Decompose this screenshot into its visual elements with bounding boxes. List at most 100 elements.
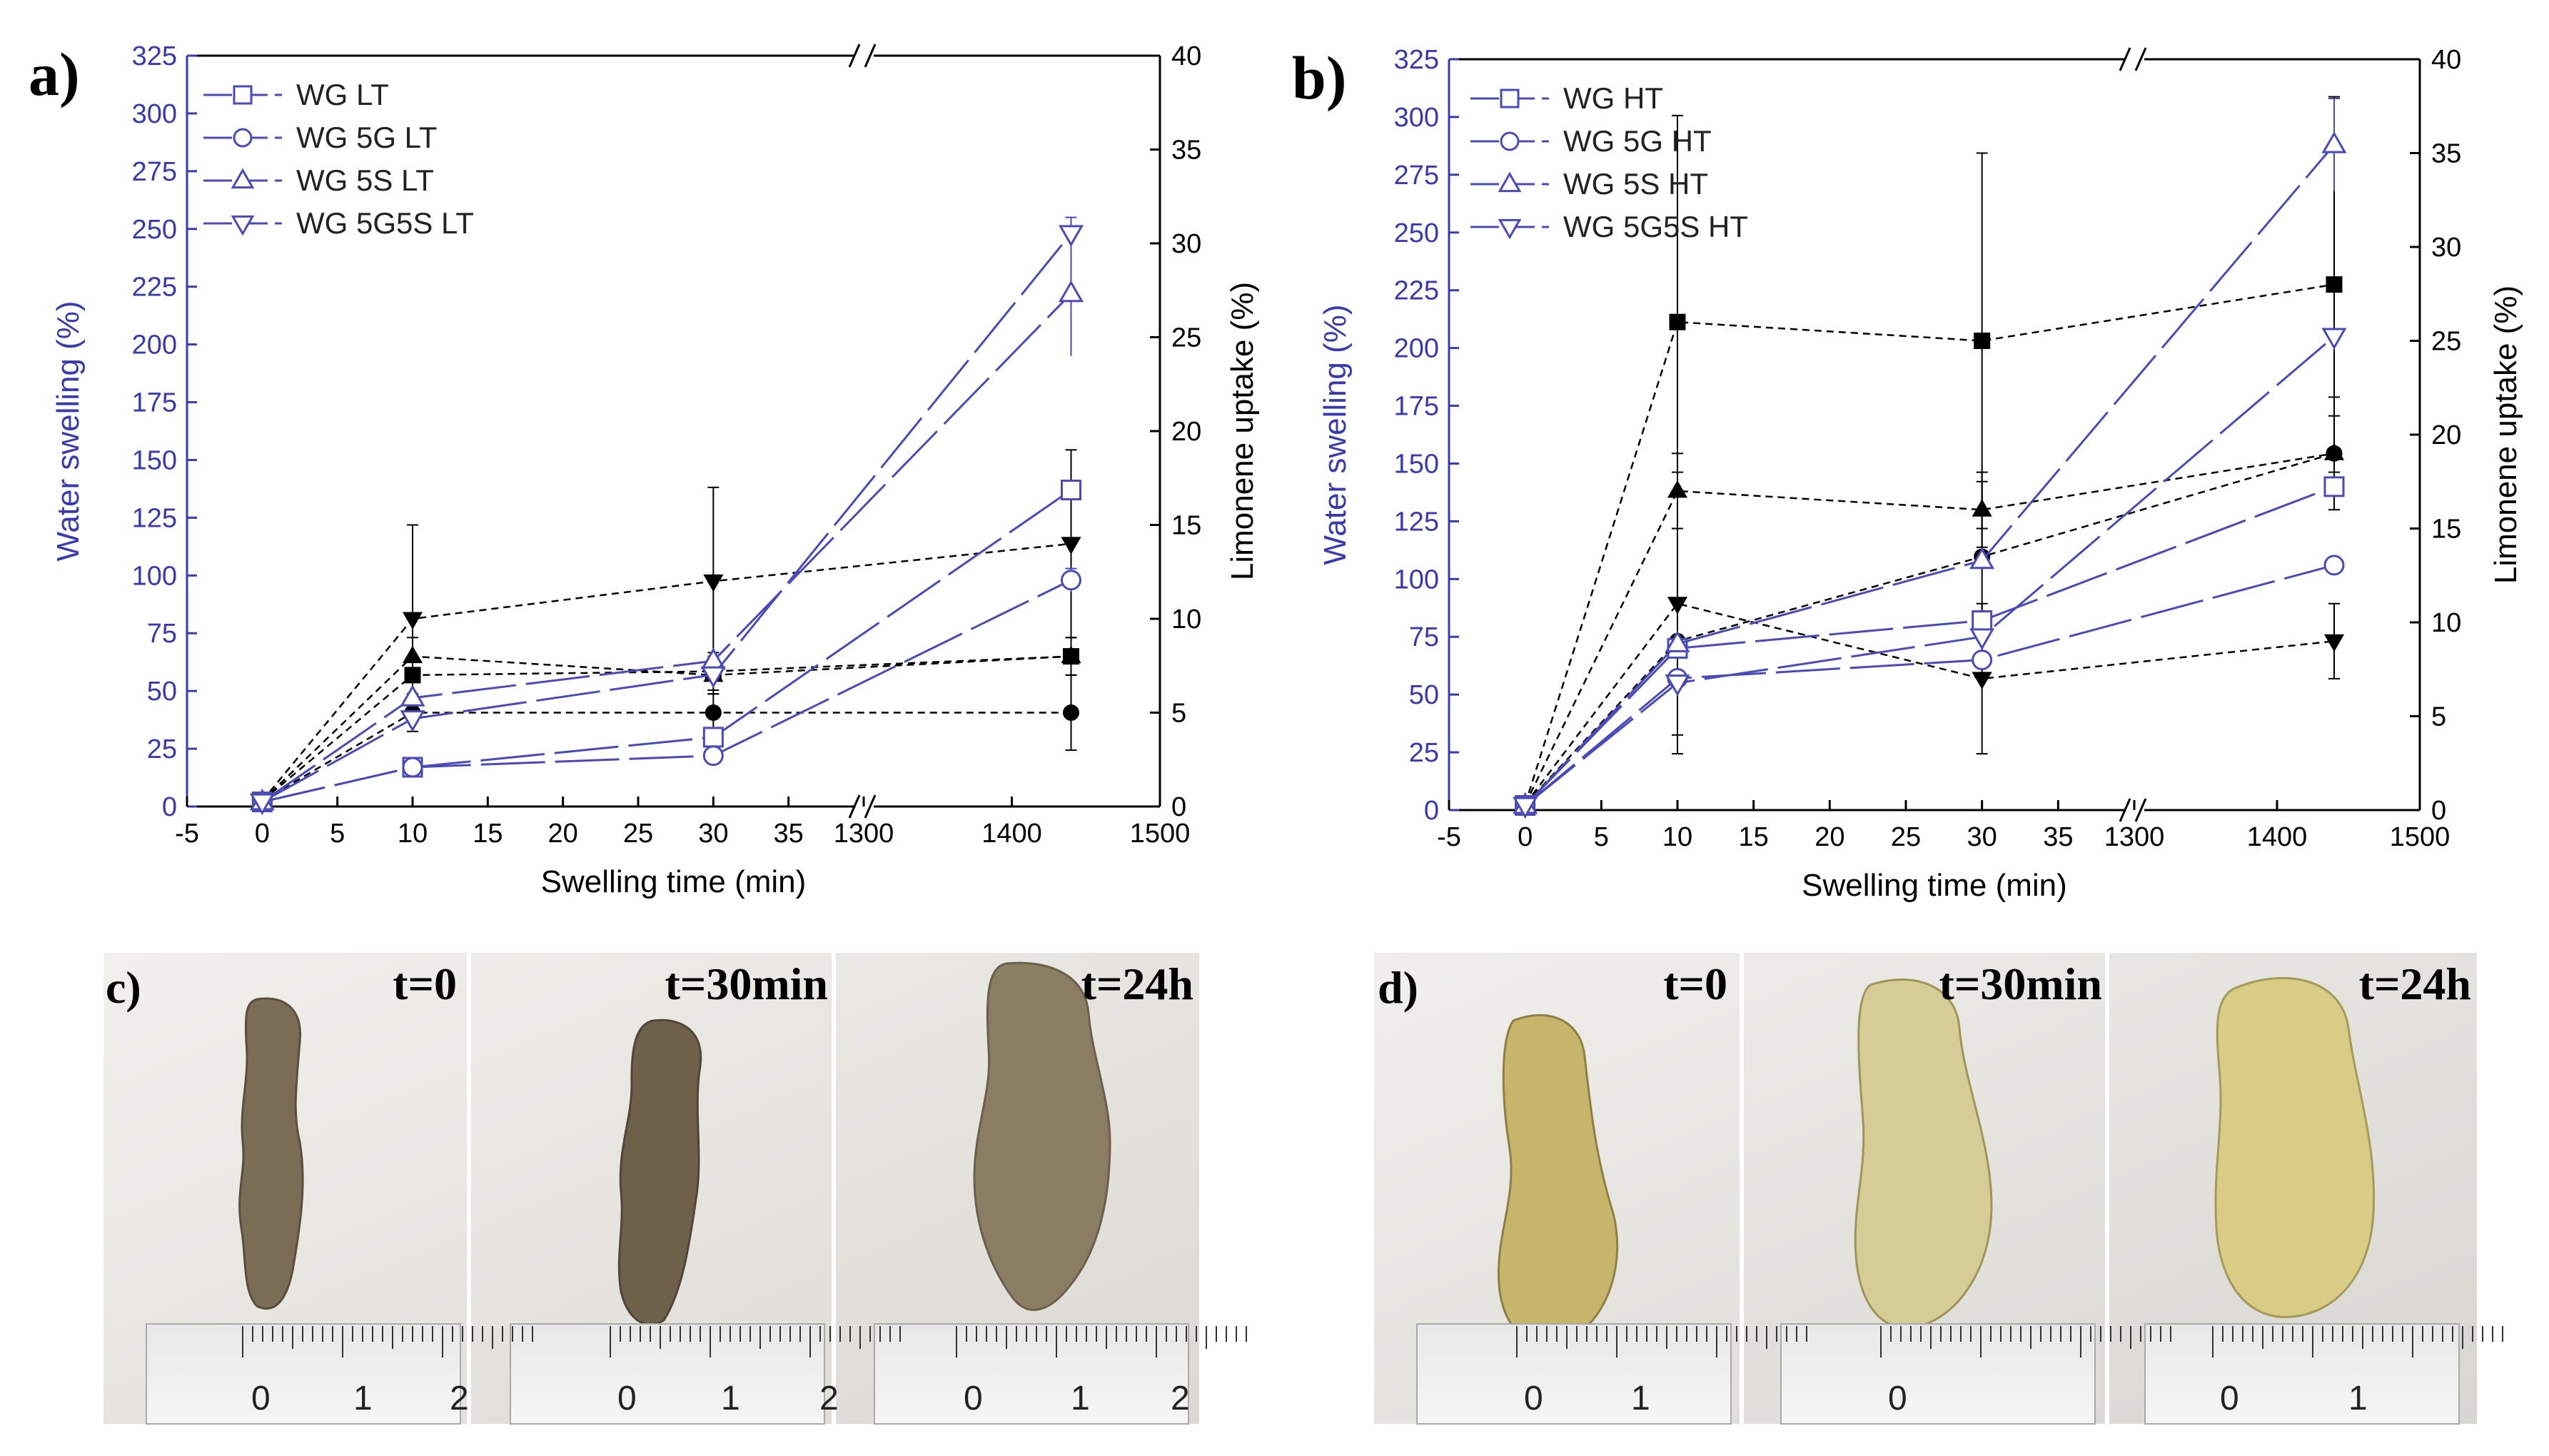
y-tick-label-left: 25 <box>1409 738 1439 768</box>
y-tick-label-right: 10 <box>1171 605 1201 635</box>
x-tick-label: 1300 <box>2104 822 2165 852</box>
data-point-triangle-down <box>1969 628 1995 650</box>
axis-break-mark <box>2119 798 2131 822</box>
y-tick-label-left: 300 <box>1394 103 1439 133</box>
x-tick-label: 35 <box>774 819 804 849</box>
ruler-body <box>874 1323 1189 1425</box>
data-point-circle <box>702 745 724 767</box>
y-axis-title-left: Water swelling (%) <box>51 300 86 561</box>
panel-label-d: d) <box>1378 962 1418 1013</box>
y-tick-label-left: 0 <box>162 792 177 822</box>
legend-label: WG 5G LT <box>296 121 438 154</box>
ruler-ticks <box>242 1326 1247 1358</box>
ruler-number: 0 <box>1524 1380 1543 1417</box>
data-point-square <box>1974 333 1991 349</box>
data-point-triangle-down <box>231 215 255 236</box>
data-point-circle <box>705 704 722 721</box>
x-tick-label: 20 <box>1814 822 1844 852</box>
y-tick-label-right: 35 <box>1171 136 1201 166</box>
ruler-number: 0 <box>2220 1380 2239 1417</box>
uptake-series-line <box>261 655 1071 802</box>
y-tick-label-left: 250 <box>132 215 177 245</box>
y-tick-label-left: 100 <box>132 561 177 591</box>
y-tick-label-left: 75 <box>147 619 177 649</box>
data-point-triangle-down <box>1665 674 1690 697</box>
y-tick-label-left: 75 <box>1409 622 1439 652</box>
swelling-series-line <box>1524 143 2336 807</box>
ruler <box>146 1323 1247 1425</box>
data-point-square <box>2326 276 2343 293</box>
y-tick-label-right: 15 <box>2431 515 2461 545</box>
y-tick-label-left: 175 <box>1394 392 1439 422</box>
x-tick-label: 15 <box>1739 822 1769 852</box>
data-point-triangle-up <box>1058 280 1084 303</box>
y-tick-label-left: 225 <box>132 273 177 303</box>
y-tick-label-right: 40 <box>2431 45 2461 75</box>
data-point-square <box>233 85 253 105</box>
swelling-series-line <box>261 579 1072 803</box>
ruler-number: 1 <box>721 1380 740 1417</box>
data-point-square <box>702 727 724 748</box>
data-point-circle <box>1061 570 1081 591</box>
y-tick-label-left: 175 <box>132 388 177 418</box>
x-tick-label: 20 <box>548 819 578 849</box>
data-point-triangle-down <box>400 710 425 732</box>
ruler <box>1416 1323 2503 1425</box>
swelling-series-line <box>1524 485 2335 807</box>
swelling-series-line <box>261 489 1072 803</box>
uptake-series-line <box>1524 602 2335 805</box>
data-point-square <box>1972 610 1993 632</box>
axis-break-mark <box>2119 47 2131 71</box>
data-point-triangle-down <box>700 666 726 689</box>
data-point-circle <box>1063 704 1079 721</box>
legend-label: WG 5S LT <box>296 163 434 197</box>
data-point-square <box>1500 89 1520 108</box>
y-tick-label-left: 0 <box>1424 796 1439 826</box>
data-point-triangle-down <box>1498 218 1522 240</box>
y-tick-label-left: 250 <box>1394 218 1439 248</box>
x-tick-label: 1300 <box>834 819 894 849</box>
data-point-triangle-up <box>1498 171 1522 193</box>
sample-specimen <box>238 997 304 1310</box>
y-tick-label-right: 10 <box>2431 608 2461 638</box>
ruler-ticks <box>1516 1326 2503 1358</box>
sample-specimen <box>973 961 1111 1311</box>
x-tick-label: 1400 <box>2247 822 2308 852</box>
swelling-series-line <box>1524 335 2335 807</box>
data-point-square <box>1061 480 1081 501</box>
data-point-triangle-down <box>1972 672 1992 689</box>
x-tick-label: 30 <box>1967 822 1997 852</box>
time-label: t=30min <box>1939 959 2102 1009</box>
x-tick-label: 5 <box>1594 822 1609 852</box>
data-point-circle <box>233 128 253 148</box>
ruler-body <box>510 1323 825 1425</box>
y-tick-label-right: 0 <box>2431 796 2446 826</box>
ruler-body <box>1416 1323 1732 1425</box>
x-tick-label: -5 <box>175 819 199 849</box>
data-point-triangle-up <box>1061 645 1081 664</box>
y-tick-label-right: 30 <box>1171 229 1201 259</box>
x-axis-title: Swelling time (min) <box>1802 868 2067 903</box>
data-point-triangle-up <box>400 684 425 707</box>
time-label: t=30min <box>665 959 828 1009</box>
data-point-triangle-up <box>2321 131 2347 153</box>
y-tick-label-right: 25 <box>1171 323 1201 353</box>
data-point-triangle-down <box>402 612 423 630</box>
panel-label: a) <box>29 40 80 108</box>
data-point-square <box>1669 313 1686 330</box>
legend-label: WG 5S HT <box>1563 167 1708 201</box>
data-point-triangle-down <box>1061 537 1081 555</box>
x-tick-label: 15 <box>473 819 503 849</box>
y-tick-label-left: 125 <box>132 503 177 533</box>
ruler-number: 1 <box>1071 1380 1090 1417</box>
axis-break-mark <box>848 794 861 819</box>
y-tick-label-right: 40 <box>1171 41 1201 71</box>
y-tick-label-right: 15 <box>1171 511 1201 541</box>
y-axis-title-right: Limonene uptake (%) <box>1225 282 1260 580</box>
x-tick-label: 1400 <box>981 819 1042 849</box>
ruler-number: 0 <box>964 1380 983 1417</box>
legend-label: WG 5G5S LT <box>296 206 474 240</box>
legend-label: WG HT <box>1563 81 1663 115</box>
data-point-triangle-up <box>231 168 255 189</box>
